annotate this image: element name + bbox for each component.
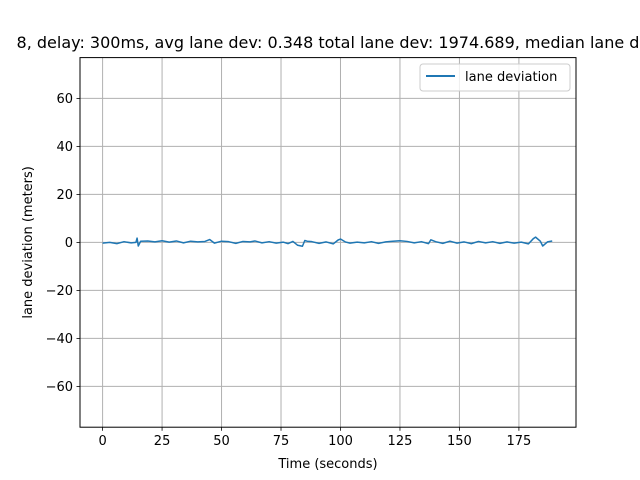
series-line-lane-deviation: [102, 236, 553, 247]
x-tick-label: 0: [98, 434, 106, 449]
series-layer: [102, 236, 553, 247]
legend: lane deviation: [419, 63, 571, 92]
y-tick-label: 40: [56, 140, 73, 155]
x-tick-label: 100: [328, 434, 353, 449]
grid: [80, 57, 576, 428]
y-tick-label: −20: [46, 284, 73, 299]
chart-title: 8, delay: 300ms, avg lane dev: 0.348 tot…: [17, 33, 640, 52]
y-axis-title: lane deviation (meters): [21, 166, 36, 319]
y-tick-label: −40: [46, 332, 73, 347]
legend-box: [419, 63, 571, 92]
x-axis-title: Time (seconds): [277, 457, 377, 472]
axis-ticks: 0 25 50 75 100 125 150 175 −60 −40 −20 0 20 40 60: [46, 92, 532, 449]
x-tick-label: 75: [273, 434, 290, 449]
y-tick-label: 0: [65, 236, 73, 251]
y-tick-label: 20: [56, 188, 73, 203]
y-tick-label: 60: [56, 92, 73, 107]
legend-label: lane deviation: [465, 70, 557, 85]
x-tick-label: 25: [154, 434, 171, 449]
x-tick-label: 125: [388, 434, 413, 449]
x-tick-label: 175: [506, 434, 531, 449]
x-tick-label: 50: [213, 434, 230, 449]
y-tick-label: −60: [46, 380, 73, 395]
x-tick-label: 150: [447, 434, 472, 449]
